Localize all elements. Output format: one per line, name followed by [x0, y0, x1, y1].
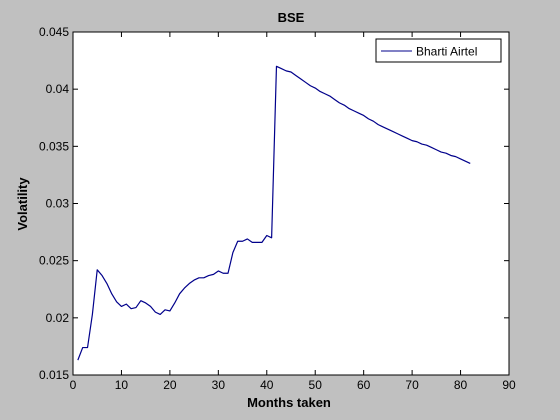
x-tick-label: 0	[70, 378, 77, 392]
plot-area	[73, 32, 509, 375]
x-tick-label: 40	[260, 378, 274, 392]
chart-title: BSE	[278, 10, 305, 25]
y-axis-label: Volatility	[15, 177, 30, 231]
series-group	[77, 65, 471, 361]
y-tick-label: 0.025	[39, 254, 69, 268]
y-tick-label: 0.02	[46, 311, 70, 325]
y-tick-label: 0.035	[39, 139, 69, 153]
x-tick-label: 20	[163, 378, 177, 392]
series-line-bharti-airtel	[77, 65, 471, 361]
x-tick-label: 70	[405, 378, 419, 392]
y-tick-label: 0.015	[39, 368, 69, 382]
x-tick-label: 90	[502, 378, 516, 392]
plot-frame	[72, 31, 510, 376]
x-tick-label: 50	[309, 378, 323, 392]
x-tick-label: 10	[115, 378, 129, 392]
legend-label-bharti-airtel: Bharti Airtel	[416, 45, 477, 59]
y-tick-label: 0.045	[39, 25, 69, 39]
x-tick-label: 60	[357, 378, 371, 392]
x-axis-label: Months taken	[247, 395, 331, 410]
y-tick-label: 0.03	[46, 197, 70, 211]
x-tick-label: 30	[212, 378, 226, 392]
legend-box	[375, 38, 502, 63]
y-tick-label: 0.04	[46, 82, 70, 96]
legend: Bharti Airtel	[375, 38, 502, 63]
ticks-group: 0 10 20 30 40 50 60 70 80 90 0.015 0.02 0.025 0.03 0.0…	[39, 25, 516, 392]
x-tick-label: 80	[454, 378, 468, 392]
